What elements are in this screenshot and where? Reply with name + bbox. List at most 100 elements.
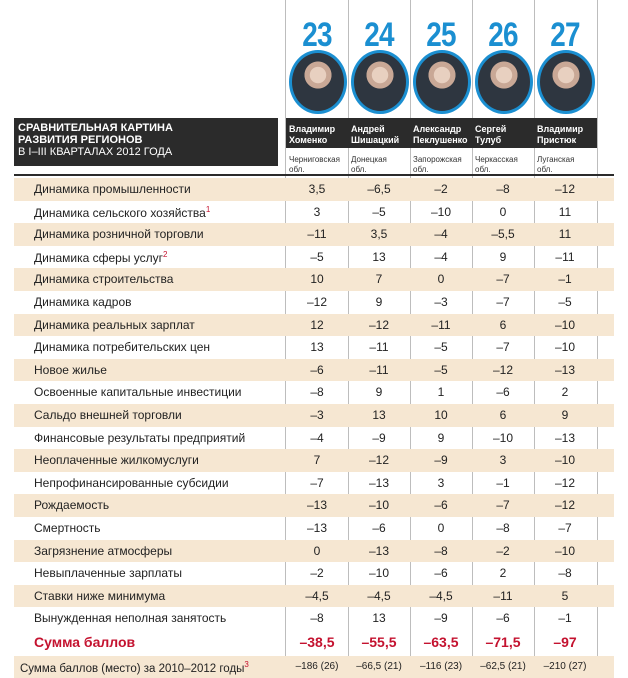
row-label: Неоплаченные жилкомуслуги [34,453,199,468]
score-cell: –6 [434,498,448,513]
governor-region: Донецкая обл. [351,155,387,174]
score-cell: –1 [558,272,572,287]
table-row: Освоенные капитальные инвестиции –8 9 1 –6 2 [14,381,614,404]
table-row: Ставки ниже минимума –4,5 –4,5 –4,5 –11 5 [14,584,614,608]
score-cell: –7 [310,475,324,490]
row-label: Финансовые результаты предприятий [34,430,246,445]
score-cell: 10 [310,272,324,287]
title-line-2: РАЗВИТИЯ РЕГИОНОВ [18,134,143,146]
table-row: Динамика потребительских цен 13 –11 –5 –7 –10 [14,336,614,359]
table-subtitle: В I–III КВАРТАЛАХ 2012 ГОДА [18,146,173,158]
governor-region: Черниговская обл. [289,155,340,174]
sum-label: Сумма баллов [34,634,136,650]
score-cell: –12 [554,475,576,490]
score-cell: 3 [437,475,445,490]
score-cell: –2 [434,182,448,196]
governor-name: Владимир Хоменко [289,124,336,145]
row-label: Динамика строительства [34,272,174,287]
score-cell: –9 [434,611,448,626]
score-cell: 0 [313,543,321,558]
score-cell: 9 [375,385,383,400]
score-cell: 12 [310,317,324,332]
score-cell: 11 [558,227,572,242]
score-cell: –12 [306,295,328,309]
governor-region: Запорожская обл. [413,155,462,174]
score-cell: 1 [437,385,445,400]
sum-cell: –71,5 [485,634,521,650]
row-label: Новое жилье [34,362,107,377]
table-row: Динамика кадров –12 9 –3 –7 –5 [14,291,614,314]
score-cell: –13 [368,543,390,558]
score-cell: 6 [499,408,507,422]
score-cell: –13 [368,475,390,490]
score-cell: –11 [307,227,327,242]
score-cell: –6 [496,385,510,400]
score-cell: –2 [310,566,324,581]
sum-row: Сумма баллов –38,5 –55,5 –63,5 –71,5 –97 [14,632,614,654]
score-cell: –6,5 [367,182,391,196]
governor-name-band [286,118,597,148]
row-label: Ставки ниже минимума [34,588,166,603]
row-label: Динамика сферы услуг2 [34,249,168,265]
table-row: Загрязнение атмосферы 0 –13 –8 –2 –10 [14,539,614,563]
score-cell: –8 [558,566,572,581]
score-cell: –12 [554,182,576,196]
score-cell: 13 [372,611,386,626]
score-cell: –5 [558,295,572,309]
score-cell: –4 [434,227,448,242]
score-cell: –11 [369,340,389,355]
score-cell: –7 [496,295,510,309]
rank-number: 24 [364,16,394,54]
score-cell: –13 [306,498,328,513]
row-label: Динамика реальных зарплат [34,317,195,332]
score-cell: 3 [499,453,507,468]
score-cell: 13 [372,249,386,264]
row-label: Динамика кадров [34,295,132,309]
score-cell: –11 [431,317,451,332]
table-row: Финансовые результаты предприятий –4 –9 9 –1… [14,427,614,450]
score-cell: –5,5 [491,227,515,242]
score-cell: –13 [306,521,328,535]
score-cell: 10 [434,408,448,422]
score-cell: –7 [496,340,510,355]
score-cell: –5 [434,362,448,377]
table-top-rule [14,174,614,176]
sum-cell: –97 [553,634,577,650]
score-cell: –10 [554,543,576,558]
score-cell: 9 [375,295,383,309]
table-row: Динамика строительства 10 7 0 –7 –1 [14,268,614,291]
score-cell: –10 [368,498,390,513]
history-row: Сумма баллов (место) за 2010–2012 годы3 –… [14,656,614,678]
score-cell: –13 [554,362,576,377]
score-cell: –7 [558,521,572,535]
score-cell: –10 [554,317,576,332]
score-cell: –11 [493,588,513,603]
score-cell: –10 [430,204,452,219]
footnote-mark: 2 [163,249,168,259]
governor-name: Владимир Пристюк [537,124,584,145]
governor-photo [537,50,595,114]
score-cell: –5 [372,204,386,219]
row-label: Смертность [34,521,101,535]
score-cell: –6 [310,362,324,377]
score-cell: –10 [554,340,576,355]
governor-photo [475,50,533,114]
governor-region: Черкасская обл. [475,155,518,174]
score-cell: 3,5 [308,182,326,196]
table-row: Вынужденная неполная занятость –8 13 –9 –6 –1 [14,607,614,630]
score-cell: –6 [496,611,510,626]
score-cell: –2 [496,543,510,558]
score-cell: –4,5 [305,588,329,603]
history-cell: –62,5 (21) [480,661,526,672]
score-cell: –10 [492,430,514,445]
score-cell: –12 [368,317,390,332]
row-label: Рождаемость [34,498,110,513]
score-cell: –12 [492,362,514,377]
score-cell: –8 [310,385,324,400]
row-label: Динамика потребительских цен [34,340,211,355]
sum-cell: –63,5 [423,634,459,650]
score-cell: –6 [372,521,386,535]
row-label: Загрязнение атмосферы [34,543,173,558]
score-cell: 2 [561,385,569,400]
score-cell: –8 [496,182,510,196]
